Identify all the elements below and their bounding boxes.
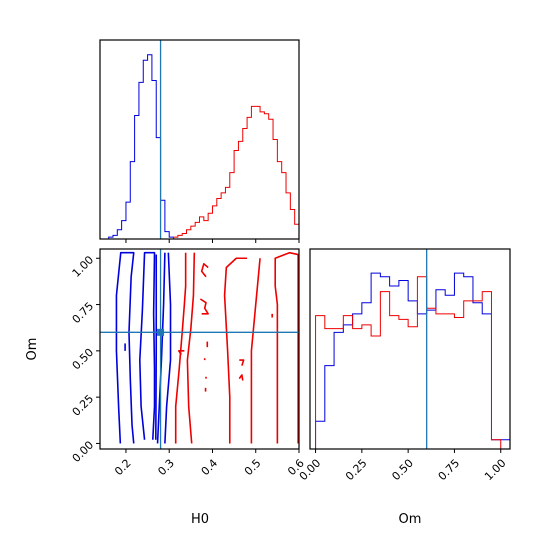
histogram-red-series	[173, 105, 299, 239]
x-tick-label: 0.4	[199, 457, 221, 479]
x-axis-label-Om: Om	[399, 512, 422, 527]
contour-panel: 0.000.250.500.751.000.2 0.3 0.4 0.5 0.6	[70, 248, 307, 479]
panel-frame	[99, 248, 300, 450]
x-tick-label: 0.50	[389, 457, 416, 484]
x-tick-label: 0.3	[155, 457, 177, 479]
histogram-blue-series	[108, 54, 178, 239]
y-tick-label: 0.25	[70, 392, 97, 419]
contour-red	[274, 251, 299, 444]
contour-blue	[115, 251, 135, 444]
x-tick-label: 1.00	[482, 457, 509, 484]
x-tick-label: 0.5	[242, 457, 264, 479]
contour-blue	[164, 252, 172, 444]
contour-red	[239, 359, 245, 366]
y-tick-label: 0.50	[70, 346, 97, 373]
contour-red	[174, 252, 187, 444]
x-tick-label: 0.2	[112, 457, 134, 479]
x-tick-label: 0.75	[436, 457, 463, 484]
contour-red	[250, 258, 261, 444]
panel-frame	[99, 39, 300, 240]
hist-H0-panel	[99, 39, 300, 243]
contour-red	[238, 374, 244, 381]
contour-red	[200, 263, 209, 278]
y-axis-label-Om: Om	[25, 338, 40, 361]
contour-red	[199, 298, 209, 315]
x-tick-label: 0.25	[343, 457, 370, 484]
y-tick-label: 1.00	[70, 253, 97, 280]
contour-red	[223, 257, 248, 444]
contour-red	[177, 350, 185, 356]
histogram-blue-series	[315, 272, 510, 449]
contour-red	[186, 252, 196, 444]
y-tick-label: 0.00	[70, 438, 97, 465]
y-tick-label: 0.75	[70, 300, 97, 327]
x-axis-label-H0: H0	[191, 512, 209, 527]
panel-frame	[309, 248, 511, 450]
contour-blue	[139, 251, 156, 440]
histogram-red-series	[315, 276, 502, 449]
truth-point-marker	[157, 328, 165, 336]
hist-Om-panel: 0.00 0.25 0.50 0.75 1.00	[297, 248, 511, 484]
